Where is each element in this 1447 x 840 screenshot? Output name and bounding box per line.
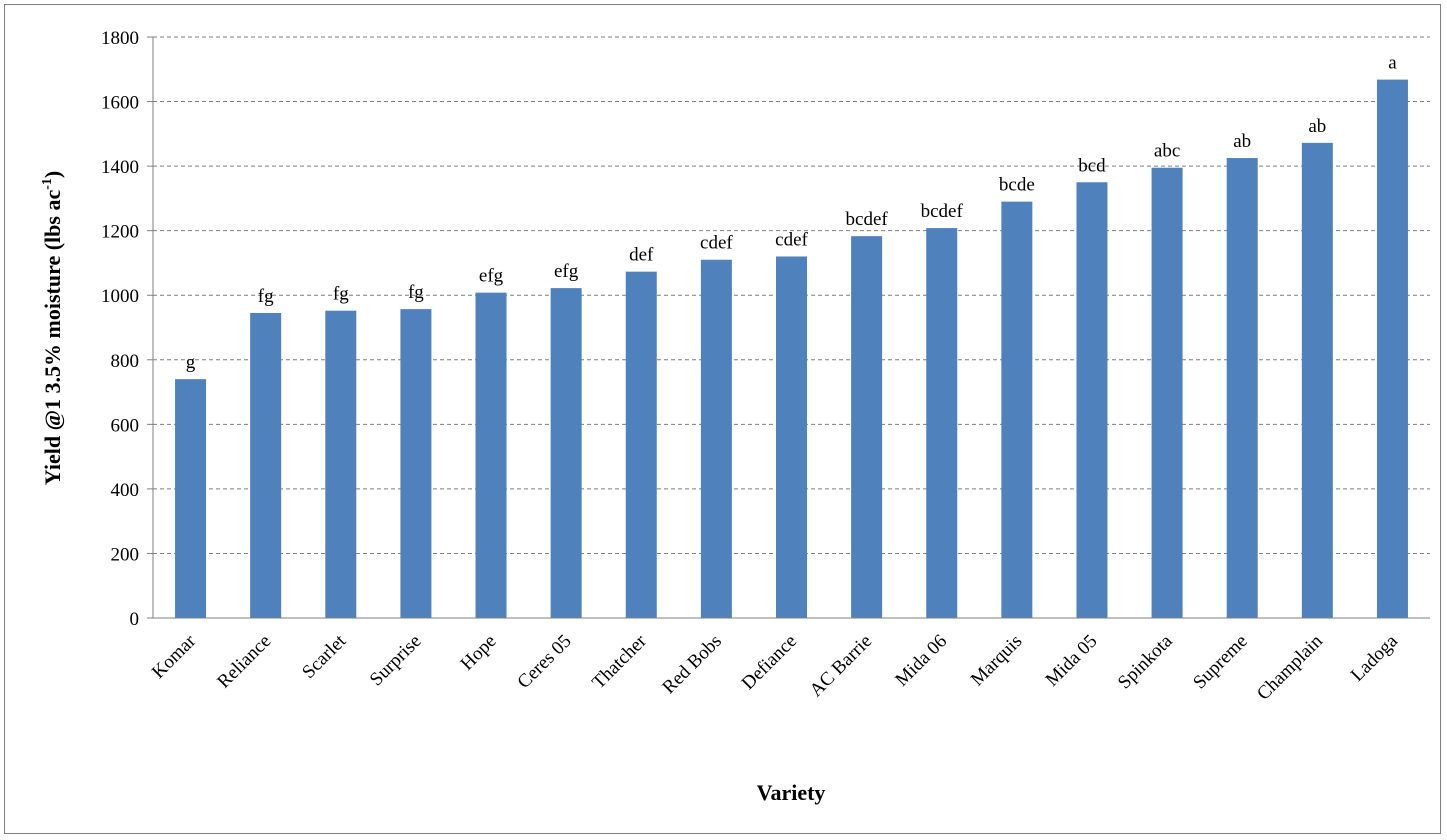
y-tick-label: 0 [130,609,140,630]
bar [926,228,958,618]
significance-label: a [1388,53,1397,74]
significance-label: abc [1154,141,1180,162]
y-axis-title-main: Yield @1 3.5% moisture (lbs ac [40,190,65,486]
category-label: Komar [148,630,201,683]
category-label: Ladoga [1347,630,1403,686]
y-tick-label: 400 [111,480,140,501]
bar [1376,79,1408,618]
significance-label: cdef [700,233,733,254]
x-axis-title: Variety [757,780,826,805]
significance-label: efg [554,261,579,282]
significance-label: ab [1233,131,1251,152]
bar [1151,167,1183,618]
y-tick-labels: 0 200 400 600 800 1000 1200 1400 1600 1800 [101,28,139,630]
bar [700,259,732,618]
category-labels: Komar Reliance Scarlet Surprise Hope Ceres 05… [148,630,1402,704]
significance-label: bcd [1078,155,1106,176]
significance-label: cdef [775,229,808,250]
category-label: AC Barrie [806,631,876,701]
category-label: Ceres 05 [513,631,575,693]
y-axis-title-sup: -1 [40,178,55,190]
bar [325,310,357,618]
category-label: Supreme [1189,631,1252,694]
y-tick-label: 1000 [101,286,139,307]
bar [175,379,207,618]
category-label: Marquis [967,631,1027,691]
category-label: Scarlet [298,630,351,683]
category-label: Red Bobs [658,631,725,698]
y-tick-label: 200 [111,544,140,565]
significance-labels: g fg fg fg efg efg def cdef cdef bcdef bcdef bcde bc… [186,53,1397,374]
y-axis-title-close: ) [40,171,65,178]
category-label: Defiance [738,631,801,694]
category-label: Champlain [1253,630,1327,704]
y-tick-label: 1400 [101,157,139,178]
category-label: Hope [457,631,501,675]
category-label: Mida 05 [1042,631,1102,691]
y-tick-label: 800 [111,351,140,372]
bar [625,271,657,618]
bar [250,312,282,618]
significance-label: def [629,245,654,266]
significance-label: fg [258,286,274,307]
y-tick-label: 1800 [101,28,139,49]
bar [851,236,883,619]
x-axis [152,37,1430,619]
bars [175,79,1408,619]
significance-label: bcdef [921,201,964,222]
bar [400,309,432,618]
category-label: Thatcher [588,630,651,693]
significance-label: g [186,352,196,373]
significance-label: ab [1308,116,1326,137]
y-tick-label: 600 [111,415,140,436]
significance-label: bcdef [846,209,889,230]
y-axis-title: Yield @1 3.5% moisture (lbs ac-1) [40,171,65,485]
bar [776,256,807,618]
bar [1076,182,1108,618]
category-label: Spinkota [1114,630,1177,693]
bar [1226,158,1258,618]
significance-label: fg [408,282,424,303]
y-tick-label: 1600 [101,93,139,114]
y-tick-label: 1200 [101,222,139,243]
category-label: Reliance [213,631,275,693]
bar [1301,142,1333,619]
bar [1001,201,1033,618]
bar [475,292,507,618]
significance-label: fg [333,284,349,305]
bar [550,288,582,618]
significance-label: efg [479,266,504,287]
significance-label: bcde [999,175,1035,196]
category-label: Mida 06 [891,631,951,691]
category-label: Surprise [366,631,426,691]
